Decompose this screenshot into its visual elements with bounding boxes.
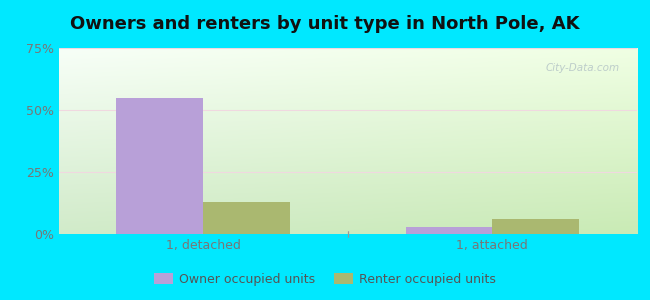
Bar bbox=[203, 202, 290, 234]
Text: City-Data.com: City-Data.com bbox=[545, 63, 619, 73]
Bar bbox=[406, 226, 493, 234]
Bar bbox=[116, 98, 203, 234]
Legend: Owner occupied units, Renter occupied units: Owner occupied units, Renter occupied un… bbox=[149, 268, 501, 291]
Bar bbox=[493, 219, 579, 234]
Text: Owners and renters by unit type in North Pole, AK: Owners and renters by unit type in North… bbox=[70, 15, 580, 33]
